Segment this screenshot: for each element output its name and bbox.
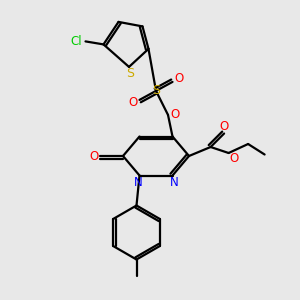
Text: S: S	[127, 67, 134, 80]
Text: O: O	[128, 96, 137, 110]
Text: N: N	[134, 176, 142, 189]
Text: Cl: Cl	[70, 35, 82, 48]
Text: S: S	[152, 84, 160, 98]
Text: O: O	[220, 120, 229, 134]
Text: O: O	[230, 152, 238, 165]
Text: O: O	[175, 72, 184, 86]
Text: N: N	[169, 176, 178, 189]
Text: O: O	[170, 108, 179, 122]
Text: O: O	[89, 149, 98, 163]
